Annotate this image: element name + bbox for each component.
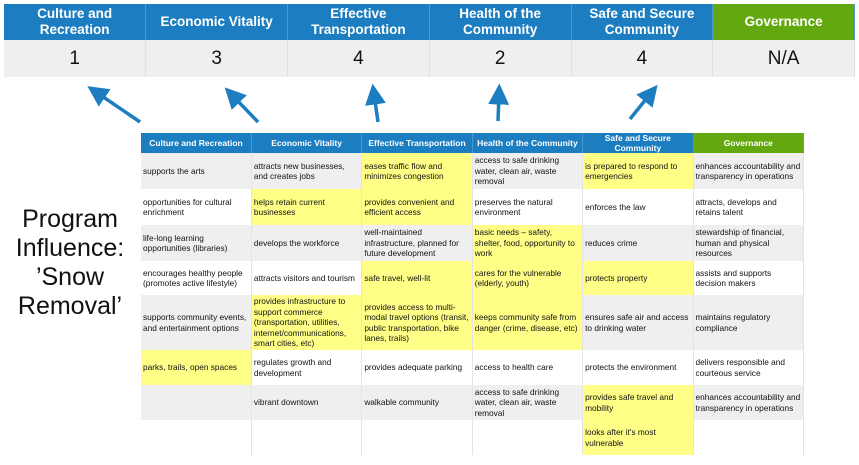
matrix-header: Effective Transportation (361, 133, 473, 153)
summary-header: Safe and Secure Community (571, 4, 714, 40)
arrows (87, 83, 658, 124)
matrix-cell: enhances accountability and transparency… (693, 153, 805, 189)
matrix-cell: looks after it's most vulnerable (582, 420, 694, 455)
matrix-cell: walkable community (361, 385, 473, 420)
table-row: vibrant downtown walkable community access… (141, 385, 805, 420)
matrix-cell: access to safe drinking water, clean air… (472, 153, 584, 189)
matrix-cell: attracts visitors and tourism (251, 261, 363, 295)
program-influence-label: Program Influence: ’Snow Removal’ (15, 205, 125, 320)
matrix-cell (141, 420, 252, 455)
matrix-cell: vibrant downtown (251, 385, 363, 420)
matrix-header: Safe and Secure Community (582, 133, 694, 153)
matrix-cell: access to health care (472, 350, 584, 385)
summary-score: 4 (287, 40, 430, 77)
table-row: encourages healthy people (promotes acti… (141, 261, 805, 295)
matrix-cell: provides access to multi-modal travel op… (361, 295, 473, 350)
matrix-cell: enforces the law (582, 189, 694, 225)
matrix-cell: encourages healthy people (promotes acti… (141, 261, 252, 295)
matrix-cell: preserves the natural environment (472, 189, 584, 225)
summary-score: 2 (429, 40, 572, 77)
table-row: supports the arts attracts new businesses… (141, 153, 805, 189)
arrow-icon (87, 86, 141, 124)
matrix-cell: stewardship of financial, human and phys… (693, 225, 805, 261)
matrix-cell: regulates growth and development (251, 350, 363, 385)
arrow-icon (224, 87, 260, 124)
matrix-cell: develops the workforce (251, 225, 363, 261)
influence-matrix: Culture and Recreation Economic Vitality E… (141, 133, 805, 455)
matrix-cell: access to safe drinking water, clean air… (472, 385, 584, 420)
matrix-cell: attracts new businesses, and creates job… (251, 153, 363, 189)
matrix-cell: reduces crime (582, 225, 694, 261)
summary-score: 3 (145, 40, 288, 77)
matrix-cell (472, 420, 584, 455)
table-row: supports community events, and entertain… (141, 295, 805, 350)
matrix-header: Health of the Community (472, 133, 584, 153)
arrow-icon (365, 83, 386, 123)
summary-header: Economic Vitality (145, 4, 288, 40)
summary-header: Governance (712, 4, 855, 40)
matrix-cell: cares for the vulnerable (elderly, youth… (472, 261, 584, 295)
matrix-cell (141, 385, 252, 420)
matrix-cell: enhances accountability and transparency… (693, 385, 805, 420)
matrix-cell: keeps community safe from danger (crime,… (472, 295, 584, 350)
matrix-header: Culture and Recreation (141, 133, 252, 153)
table-row: opportunities for cultural enrichment hel… (141, 189, 805, 225)
matrix-cell: safe travel, well-lit (361, 261, 473, 295)
summary-header: Culture and Recreation (4, 4, 147, 40)
matrix-cell: protects property (582, 261, 694, 295)
matrix-cell: provides safe travel and mobility (582, 385, 694, 420)
arrow-icon (628, 84, 658, 121)
matrix-header: Economic Vitality (251, 133, 363, 153)
summary-table: Culture and Recreation Economic Vitality E… (4, 4, 855, 77)
matrix-cell: delivers responsible and courteous servi… (693, 350, 805, 385)
matrix-cell: supports the arts (141, 153, 252, 189)
matrix-cell (693, 420, 805, 455)
summary-header: Effective Transportation (287, 4, 430, 40)
matrix-cell: eases traffic flow and minimizes congest… (361, 153, 473, 189)
summary-score: 1 (4, 40, 147, 77)
table-row: parks, trails, open spaces regulates grow… (141, 350, 805, 385)
matrix-cell: life-long learning opportunities (librar… (141, 225, 252, 261)
matrix-cell (251, 420, 363, 455)
matrix-cell: helps retain current businesses (251, 189, 363, 225)
matrix-header: Governance (693, 133, 805, 153)
matrix-cell: provides infrastructure to support comme… (251, 295, 363, 350)
matrix-cell: basic needs – safety, shelter, food, opp… (472, 225, 584, 261)
matrix-cell: well-maintained infrastructure, planned … (361, 225, 473, 261)
summary-header: Health of the Community (429, 4, 572, 40)
summary-score: 4 (571, 40, 714, 77)
matrix-cell: is prepared to respond to emergencies (582, 153, 694, 189)
table-row: looks after it's most vulnerable (141, 420, 805, 455)
matrix-cell: attracts, develops and retains talent (693, 189, 805, 225)
matrix-cell: ensures safe air and access to drinking … (582, 295, 694, 350)
summary-score: N/A (712, 40, 855, 77)
matrix-cell: parks, trails, open spaces (141, 350, 252, 385)
matrix-cell: provides adequate parking (361, 350, 473, 385)
table-row: life-long learning opportunities (librar… (141, 225, 805, 261)
matrix-cell: supports community events, and entertain… (141, 295, 252, 350)
matrix-cell: maintains regulatory compliance (693, 295, 805, 350)
matrix-cell: assists and supports decision makers (693, 261, 805, 295)
matrix-cell: provides convenient and efficient access (361, 189, 473, 225)
arrow-icon (488, 83, 510, 122)
matrix-cell (361, 420, 473, 455)
matrix-cell: protects the environment (582, 350, 694, 385)
matrix-cell: opportunities for cultural enrichment (141, 189, 252, 225)
